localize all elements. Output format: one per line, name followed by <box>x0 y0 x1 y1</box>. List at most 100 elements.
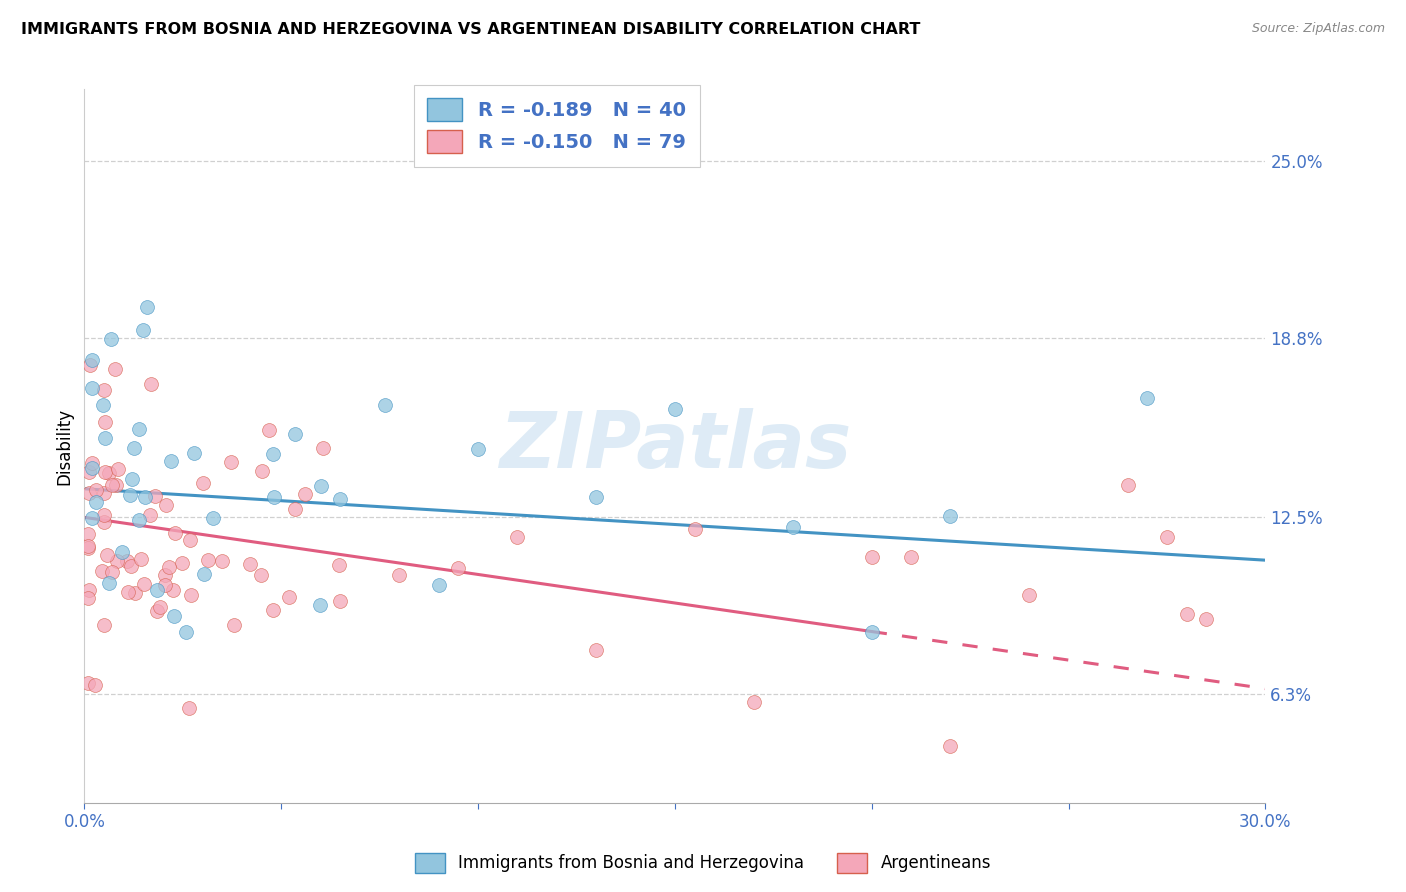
Point <box>664 402 686 417</box>
Point <box>96 549 118 563</box>
Point <box>257 424 280 438</box>
Text: IMMIGRANTS FROM BOSNIA AND HERZEGOVINA VS ARGENTINEAN DISABILITY CORRELATION CHA: IMMIGRANTS FROM BOSNIA AND HERZEGOVINA V… <box>21 22 921 37</box>
Point <box>100 565 122 579</box>
Point <box>162 583 184 598</box>
Point <box>262 447 284 461</box>
Point <box>132 323 155 337</box>
Point <box>132 576 155 591</box>
Point <box>1116 477 1139 491</box>
Legend: R = -0.189   N = 40, R = -0.150   N = 79: R = -0.189 N = 40, R = -0.150 N = 79 <box>413 85 700 167</box>
Point <box>139 377 162 392</box>
Point <box>80 456 103 470</box>
Point <box>860 549 883 564</box>
Point <box>82 353 104 368</box>
Point <box>222 618 245 632</box>
Point <box>129 551 152 566</box>
Point <box>139 508 162 523</box>
Point <box>157 560 180 574</box>
Point <box>107 554 129 568</box>
Point <box>585 643 607 657</box>
Point <box>98 576 121 591</box>
Point <box>1175 607 1198 621</box>
Point <box>84 483 107 497</box>
Point <box>388 568 411 582</box>
Point <box>146 603 169 617</box>
Point <box>155 498 177 512</box>
Point <box>101 478 124 492</box>
Point <box>100 332 122 346</box>
Text: ZIPatlas: ZIPatlas <box>499 408 851 484</box>
Point <box>262 603 284 617</box>
Point <box>143 489 166 503</box>
Point <box>124 586 146 600</box>
Point <box>191 475 214 490</box>
Point <box>179 533 201 547</box>
Point <box>93 508 115 523</box>
Point <box>328 558 350 573</box>
Point <box>374 398 396 412</box>
Point <box>77 486 100 500</box>
Point <box>121 472 143 486</box>
Point <box>683 522 706 536</box>
Point <box>79 359 101 373</box>
Point <box>742 695 765 709</box>
Point <box>309 598 332 612</box>
Point <box>284 427 307 442</box>
Point <box>93 383 115 397</box>
Point <box>128 513 150 527</box>
Point <box>294 487 316 501</box>
Point <box>104 362 127 376</box>
Point <box>179 701 201 715</box>
Point <box>329 594 352 608</box>
Point <box>82 381 104 395</box>
Point <box>250 568 273 582</box>
Point <box>94 431 117 445</box>
Point <box>153 578 176 592</box>
Text: Source: ZipAtlas.com: Source: ZipAtlas.com <box>1251 22 1385 36</box>
Point <box>250 464 273 478</box>
Point <box>1156 531 1178 545</box>
Point <box>77 591 100 605</box>
Point <box>120 559 142 574</box>
Point <box>145 582 167 597</box>
Point <box>115 553 138 567</box>
Point <box>122 442 145 456</box>
Point <box>174 624 197 639</box>
Point <box>77 582 100 597</box>
Point <box>77 539 100 553</box>
Point <box>193 566 215 581</box>
Point <box>93 515 115 529</box>
Point <box>104 478 127 492</box>
Point <box>94 465 117 479</box>
Point <box>149 599 172 614</box>
Point <box>900 549 922 564</box>
Point <box>183 445 205 459</box>
Point <box>309 478 332 492</box>
Point <box>1136 391 1159 405</box>
Point <box>83 678 105 692</box>
Point <box>939 508 962 523</box>
Point <box>263 490 285 504</box>
Point <box>107 462 129 476</box>
Point <box>93 617 115 632</box>
Point <box>163 608 186 623</box>
Point <box>134 490 156 504</box>
Point <box>118 488 141 502</box>
Legend: Immigrants from Bosnia and Herzegovina, Argentineans: Immigrants from Bosnia and Herzegovina, … <box>408 847 998 880</box>
Point <box>165 526 187 541</box>
Point <box>77 541 100 555</box>
Point <box>82 511 104 525</box>
Point <box>153 568 176 582</box>
Point <box>82 460 104 475</box>
Point <box>160 454 183 468</box>
Point <box>427 577 450 591</box>
Point <box>91 398 114 412</box>
Point <box>1195 612 1218 626</box>
Point <box>1018 588 1040 602</box>
Point <box>98 467 121 481</box>
Point <box>180 588 202 602</box>
Point <box>93 486 115 500</box>
Point <box>585 490 607 504</box>
Point <box>111 545 134 559</box>
Point <box>84 495 107 509</box>
